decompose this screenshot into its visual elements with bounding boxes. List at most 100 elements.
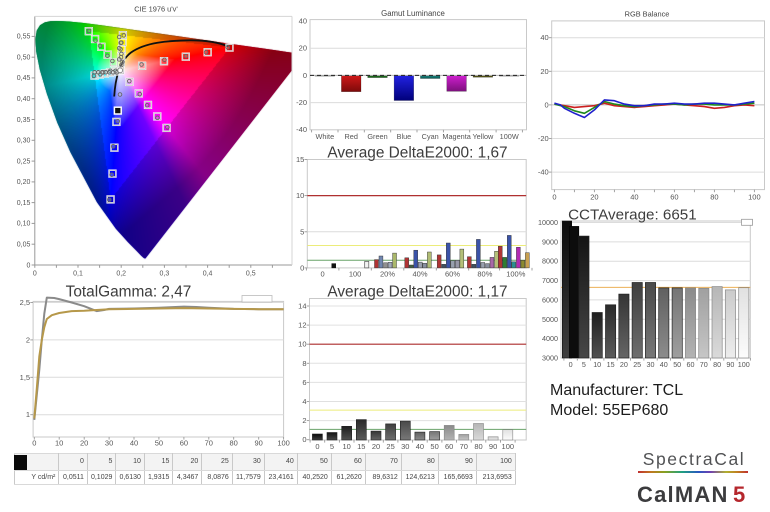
svg-text:90: 90 (255, 438, 263, 447)
svg-text:30: 30 (105, 438, 113, 447)
svg-text:100: 100 (502, 442, 515, 451)
svg-text:100: 100 (349, 269, 362, 278)
svg-text:9000: 9000 (542, 237, 558, 246)
svg-text:15: 15 (607, 360, 615, 369)
svg-text:0,50: 0,50 (17, 55, 31, 62)
svg-text:10000: 10000 (538, 218, 558, 227)
svg-text:0: 0 (302, 435, 306, 444)
svg-text:40: 40 (630, 193, 638, 202)
svg-text:0,20: 0,20 (17, 179, 31, 186)
svg-text:-40: -40 (538, 168, 549, 177)
svg-text:5: 5 (582, 360, 586, 369)
svg-text:40%: 40% (412, 269, 427, 278)
svg-text:50: 50 (673, 360, 681, 369)
svg-text:70: 70 (460, 442, 468, 451)
svg-text:60: 60 (687, 360, 695, 369)
svg-text:15: 15 (357, 442, 365, 451)
svg-text:70: 70 (205, 438, 213, 447)
svg-text:Green: Green (367, 132, 387, 141)
svg-text:100W: 100W (500, 132, 519, 141)
svg-text:2: 2 (26, 335, 30, 344)
svg-text:0,30: 0,30 (17, 138, 31, 145)
svg-text:50: 50 (430, 442, 438, 451)
svg-text:90: 90 (489, 442, 497, 451)
svg-text:0,5: 0,5 (246, 271, 256, 278)
svg-text:10: 10 (593, 360, 601, 369)
svg-text:3000: 3000 (542, 354, 558, 363)
svg-text:0,55: 0,55 (17, 34, 31, 41)
svg-text:Magenta: Magenta (442, 132, 471, 141)
svg-text:14: 14 (298, 302, 306, 311)
svg-text:40: 40 (130, 438, 138, 447)
svg-text:0,35: 0,35 (17, 117, 31, 124)
svg-text:Yellow: Yellow (472, 132, 494, 141)
svg-text:0,1: 0,1 (73, 271, 83, 278)
svg-text:0,3: 0,3 (160, 271, 170, 278)
svg-text:-20: -20 (538, 134, 549, 143)
svg-text:10: 10 (296, 191, 304, 200)
svg-text:CCTAverage: 6651: CCTAverage: 6651 (568, 206, 697, 223)
svg-text:20: 20 (299, 44, 307, 53)
svg-text:80%: 80% (477, 269, 492, 278)
svg-text:80: 80 (474, 442, 482, 451)
svg-text:1: 1 (26, 410, 30, 419)
svg-text:40: 40 (540, 33, 548, 42)
svg-text:0: 0 (569, 360, 573, 369)
svg-text:4000: 4000 (542, 334, 558, 343)
svg-text:0: 0 (303, 71, 307, 80)
svg-text:10: 10 (343, 442, 351, 451)
svg-text:20: 20 (590, 193, 598, 202)
svg-text:Average DeltaE2000: 1,67: Average DeltaE2000: 1,67 (327, 145, 507, 162)
svg-text:70: 70 (700, 360, 708, 369)
svg-text:10: 10 (298, 340, 306, 349)
svg-text:1,5: 1,5 (20, 373, 30, 382)
svg-text:100: 100 (738, 360, 750, 369)
svg-text:0,40: 0,40 (17, 96, 31, 103)
svg-text:0,4: 0,4 (203, 271, 213, 278)
svg-text:Red: Red (345, 132, 358, 141)
svg-text:10: 10 (55, 438, 63, 447)
svg-text:12: 12 (298, 321, 306, 330)
svg-text:25: 25 (386, 442, 394, 451)
svg-text:20: 20 (80, 438, 88, 447)
svg-text:-40: -40 (296, 125, 307, 134)
svg-text:0,15: 0,15 (17, 200, 31, 207)
svg-text:20: 20 (372, 442, 380, 451)
svg-text:5000: 5000 (542, 315, 558, 324)
svg-text:0: 0 (26, 262, 30, 269)
svg-text:6: 6 (302, 378, 306, 387)
svg-text:5: 5 (300, 227, 304, 236)
svg-text:40: 40 (299, 17, 307, 26)
svg-text:0: 0 (321, 269, 325, 278)
svg-text:5: 5 (330, 442, 334, 451)
svg-text:25: 25 (633, 360, 641, 369)
svg-text:6000: 6000 (542, 295, 558, 304)
svg-text:50: 50 (155, 438, 163, 447)
svg-text:CIE 1976 u'v': CIE 1976 u'v' (134, 5, 178, 14)
svg-text:100: 100 (277, 438, 290, 447)
svg-text:90: 90 (726, 360, 734, 369)
svg-text:0: 0 (33, 271, 37, 278)
svg-text:RGB Balance: RGB Balance (625, 10, 670, 19)
svg-text:20: 20 (540, 67, 548, 76)
svg-text:White: White (315, 132, 334, 141)
svg-text:30: 30 (647, 360, 655, 369)
svg-text:80: 80 (230, 438, 238, 447)
svg-text:0,2: 0,2 (116, 271, 126, 278)
svg-text:100: 100 (748, 193, 761, 202)
svg-text:80: 80 (710, 193, 718, 202)
svg-text:8000: 8000 (542, 257, 558, 266)
svg-text:2: 2 (302, 416, 306, 425)
svg-text:60%: 60% (445, 269, 460, 278)
svg-text:40: 40 (416, 442, 424, 451)
svg-text:15: 15 (296, 155, 304, 164)
svg-text:30: 30 (401, 442, 409, 451)
svg-text:4: 4 (302, 397, 306, 406)
svg-text:20: 20 (620, 360, 628, 369)
svg-text:0,05: 0,05 (17, 242, 31, 249)
svg-text:0,10: 0,10 (17, 221, 31, 228)
svg-text:0: 0 (300, 263, 304, 272)
svg-text:40: 40 (660, 360, 668, 369)
svg-text:100%: 100% (506, 269, 526, 278)
svg-text:60: 60 (445, 442, 453, 451)
